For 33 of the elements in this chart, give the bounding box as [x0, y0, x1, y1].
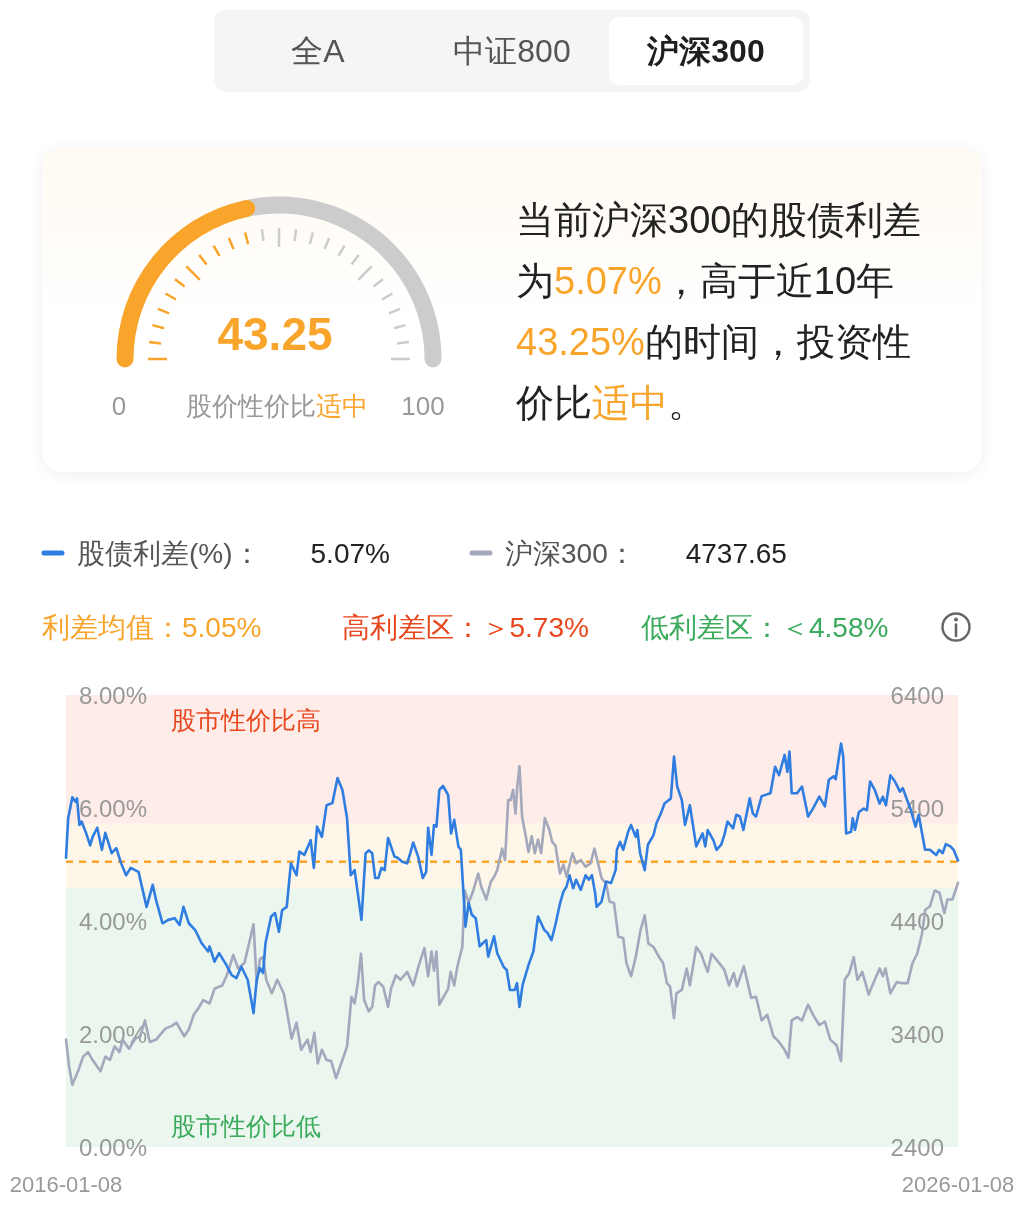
- text: 沪深300: [646, 33, 765, 69]
- x-tick-label: 2016-01-08: [9, 1171, 123, 1197]
- text: 适中: [316, 391, 368, 421]
- text: 。: [668, 382, 706, 424]
- y-tick-label: 0.00%: [79, 1133, 148, 1161]
- y2-tick-label: 6400: [890, 681, 944, 709]
- text: 适中: [592, 382, 668, 424]
- ref-line-label: 利差均值：5.05%: [42, 611, 262, 643]
- text: 5.07%: [310, 537, 390, 569]
- legend-label: 沪深300：: [505, 537, 636, 569]
- y-tick-label: 6.00%: [79, 794, 148, 822]
- band-label: 高利差区：＞5.73%: [341, 611, 589, 643]
- line-series: [64, 764, 960, 1087]
- x-tick-label: 2026-01-08: [901, 1171, 1015, 1197]
- text: 5.07%: [554, 260, 662, 302]
- legend-label: 股债利差(%)：: [77, 537, 261, 569]
- text: ，高于近10年: [661, 260, 895, 302]
- band-label: 低利差区：＜4.58%: [641, 611, 889, 643]
- annotation: 股市性价比低: [171, 1112, 321, 1140]
- text: 0: [111, 391, 127, 421]
- text: 100: [401, 391, 445, 421]
- text: 4737.65: [685, 537, 787, 569]
- text: 全A: [291, 33, 346, 69]
- y-tick-label: 4.00%: [79, 907, 148, 935]
- annotation: 股市性价比高: [171, 706, 321, 734]
- data-label: 43.25: [217, 308, 333, 360]
- y2-tick-label: 2400: [890, 1133, 944, 1161]
- text: 股价性价比: [186, 391, 316, 421]
- text: 中证800: [453, 33, 571, 69]
- line-series: [64, 742, 960, 1015]
- y-tick-label: 8.00%: [79, 681, 148, 709]
- text: 43.25%: [516, 321, 645, 363]
- y2-tick-label: 3400: [890, 1020, 944, 1048]
